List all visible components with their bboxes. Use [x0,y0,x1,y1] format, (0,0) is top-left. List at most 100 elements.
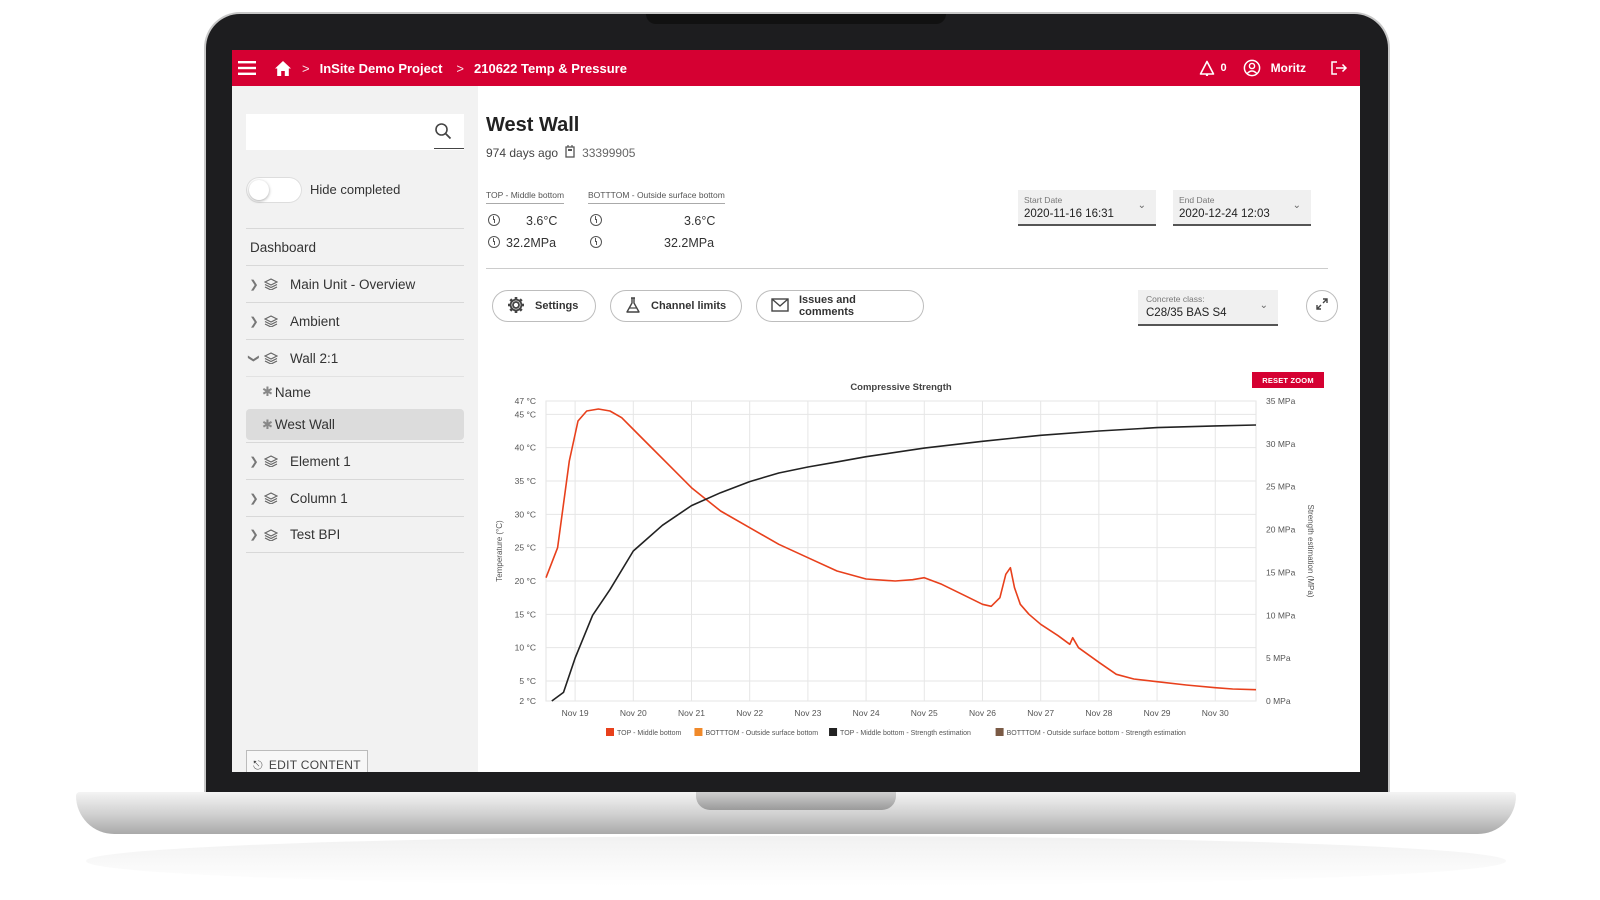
menu-icon[interactable] [238,59,256,77]
laptop-reflection [86,836,1506,886]
hide-completed-toggle[interactable] [246,177,302,203]
device-id: 33399905 [582,145,636,160]
asterisk-icon: ✱ [262,384,273,399]
y-right-tick-label: 0 MPa [1266,696,1291,706]
y-left-tick-label: 10 °C [515,643,536,653]
legend-label: BOTTTOM - Outside surface bottom [705,730,818,737]
logout-icon[interactable] [1330,60,1348,76]
search-icon[interactable] [434,122,452,145]
start-date-select[interactable]: Start Date 2020-11-16 16:31 ⌄ [1018,190,1156,226]
sidebar-item-label: Dashboard [250,239,317,255]
breadcrumb-sensor[interactable]: 210622 Temp & Pressure [474,60,627,76]
y-left-tick-label: 40 °C [515,443,536,453]
x-tick-label: Nov 27 [1027,708,1054,718]
settings-button[interactable]: Settings [492,290,596,322]
chevron-right-icon[interactable]: ❯ [249,529,259,541]
chevron-right-icon: > [456,60,464,76]
y-left-tick-label: 15 °C [515,609,536,619]
concrete-class-label: Concrete class: [1146,294,1205,304]
x-tick-label: Nov 28 [1085,708,1112,718]
reset-zoom-button[interactable]: RESET ZOOM [1252,372,1324,388]
chevron-right-icon[interactable]: ❯ [249,278,259,291]
layers-icon [264,315,284,327]
end-date-select[interactable]: End Date 2020-12-24 12:03 ⌄ [1173,190,1311,226]
sidebar-item-dashboard[interactable]: Dashboard [246,228,464,265]
edit-content-label: EDIT CONTENT [268,758,361,772]
alert-count[interactable]: 0 [1220,62,1227,74]
sidebar-item-label: Ambient [290,313,340,329]
device-icon [564,144,576,161]
sidebar-item-label: Element 1 [290,453,351,469]
y-left-tick-label: 30 °C [515,509,536,519]
x-tick-label: Nov 29 [1144,708,1171,718]
sidebar-subitem-name[interactable]: ✱ Name [246,376,464,407]
chevron-right-icon[interactable]: ❯ [249,455,259,468]
x-tick-label: Nov 22 [736,708,763,718]
last-update: 974 days ago [486,145,559,160]
chevron-right-icon[interactable]: ❯ [249,492,259,505]
end-date-value: 2020-12-24 12:03 [1179,208,1270,220]
sidebar-item-column[interactable]: ❯ Column 1 [246,479,464,516]
y-left-tick-label: 35 °C [515,476,536,486]
breadcrumb-project[interactable]: InSite Demo Project [319,60,443,76]
y-right-tick-label: 25 MPa [1266,482,1296,492]
chart-title: Compressive Strength [850,382,952,393]
sidebar: Hide completed Dashboard ❯ Main Unit - O… [232,86,478,772]
y-right-tick-label: 5 MPa [1266,653,1291,663]
x-tick-label: Nov 24 [853,708,880,718]
sidebar-item-element[interactable]: ❯ Element 1 [246,442,464,479]
y-right-tick-label: 35 MPa [1266,396,1296,406]
sidebar-item-label: Main Unit - Overview [290,276,416,292]
series-line-3 [551,424,1257,702]
fullscreen-button[interactable] [1306,290,1338,322]
topbar-actions: 0 Moritz [1199,50,1348,86]
legend-swatch [995,728,1004,736]
sidebar-item-label: Wall 2:1 [290,350,339,366]
y-right-axis-label: Strength estimation (MPa) [1306,505,1315,598]
legend-swatch [694,728,703,736]
x-tick-label: Nov 23 [794,708,821,718]
compressive-strength-chart[interactable]: Compressive Strength Nov 19 Nov 20 Nov 21 No… [486,376,1336,738]
concrete-class-select[interactable]: Concrete class: C28/35 BAS S4 ⌄ [1138,290,1278,326]
user-icon[interactable] [1243,59,1261,77]
user-name[interactable]: Moritz [1270,61,1306,75]
x-tick-label: Nov 25 [911,708,938,718]
chevron-right-icon[interactable]: ❯ [249,315,259,328]
flask-icon [625,296,641,317]
channel-limits-button[interactable]: Channel limits [610,290,742,322]
y-left-axis-label: Temperature (°C) [495,520,504,582]
sensor-header: TOP - Middle bottom [486,190,565,204]
page-subinfo: 974 days ago 33399905 [486,144,635,161]
sidebar-item-main-unit[interactable]: ❯ Main Unit - Overview [246,265,464,302]
concrete-class-value: C28/35 BAS S4 [1146,307,1227,319]
channel-limits-label: Channel limits [651,300,727,312]
search-underline [434,148,464,149]
home-icon[interactable] [274,60,292,77]
x-tick-label: Nov 26 [969,708,996,718]
sidebar-item-ambient[interactable]: ❯ Ambient [246,302,464,339]
chevron-down-icon: ⌄ [1259,300,1268,311]
sidebar-subitem-west-wall[interactable]: ✱ West Wall [246,409,464,440]
search-input[interactable] [246,114,426,150]
sidebar-item-wall[interactable]: ❯ Wall 2:1 [246,339,464,376]
y-left-tick-label: 25 °C [515,543,536,553]
issues-comments-button[interactable]: Issues and comments [756,290,924,322]
y-right-tick-label: 15 MPa [1266,567,1296,577]
legend-label: TOP - Middle bottom - Strength estimatio… [840,730,971,737]
chevron-down-icon[interactable]: ❯ [247,353,260,363]
plot-area [545,400,1257,702]
y-left-tick-label: 2 °C [519,696,536,706]
edit-content-button[interactable]: ⎋ EDIT CONTENT [246,750,368,772]
bell-icon[interactable] [1199,60,1215,76]
page-title: West Wall [486,114,580,136]
chevron-right-icon: > [302,60,310,76]
layers-icon [264,492,284,504]
layers-icon [264,352,284,364]
y-right-tick-label: 20 MPa [1266,525,1296,535]
clock-icon [590,236,602,248]
start-date-value: 2020-11-16 16:31 [1024,208,1114,220]
expand-icon [1315,297,1329,316]
sidebar-item-test-bpi[interactable]: ❯ Test BPI [246,516,464,553]
x-tick-label: Nov 21 [678,708,705,718]
sensor-strength: 32.2MPa [506,236,557,250]
